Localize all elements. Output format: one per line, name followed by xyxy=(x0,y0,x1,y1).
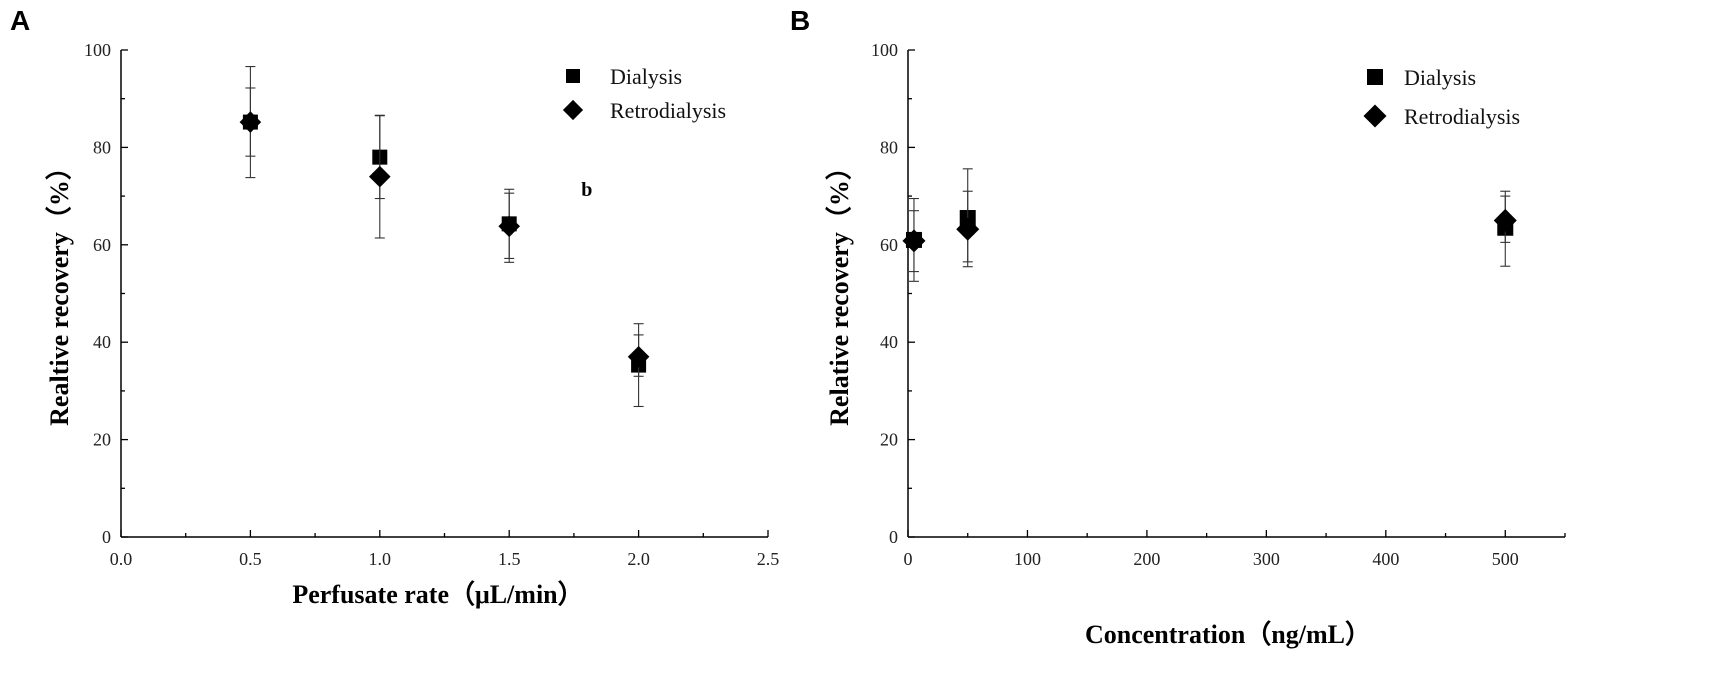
data-point-diamond xyxy=(956,217,980,241)
y-tick-label: 80 xyxy=(93,137,111,157)
x-axis-title: Concentration（ng/mL） xyxy=(1085,620,1371,649)
x-tick-label: 0 xyxy=(904,549,913,569)
y-tick-label: 0 xyxy=(889,527,898,547)
y-tick-label: 0 xyxy=(102,527,111,547)
series-dialysis xyxy=(242,66,647,408)
series-dialysis xyxy=(905,168,1514,282)
x-tick-label: 1.0 xyxy=(369,549,392,569)
data-point-diamond xyxy=(1493,208,1517,232)
legend-label: Retrodialysis xyxy=(1404,104,1520,129)
x-tick-label: 200 xyxy=(1133,549,1160,569)
x-axis-title: Perfusate rate（μL/min） xyxy=(292,580,583,609)
data-point-diamond xyxy=(902,229,926,253)
y-tick-label: 40 xyxy=(880,332,898,352)
x-tick-label: 1.5 xyxy=(498,549,521,569)
legend-label: Retrodialysis xyxy=(610,98,726,123)
series-retrodialysis xyxy=(239,87,650,377)
series-retrodialysis xyxy=(902,190,1517,273)
data-point-diamond xyxy=(369,165,391,188)
data-point-diamond xyxy=(498,215,520,238)
panel-label: B xyxy=(790,5,810,36)
data-point-diamond xyxy=(627,346,650,368)
x-tick-label: 2.0 xyxy=(627,549,650,569)
legend-marker-square xyxy=(566,69,580,83)
y-tick-label: 20 xyxy=(93,430,111,450)
y-axis-title: Relative recovery（%） xyxy=(825,154,854,426)
legend-marker-square xyxy=(1367,69,1383,85)
legend-marker-diamond xyxy=(1363,104,1387,128)
y-tick-label: 40 xyxy=(93,332,111,352)
legend-marker-diamond xyxy=(562,99,584,121)
y-axis-title: Realtive recovery（%） xyxy=(45,154,74,426)
annotation-text: b xyxy=(581,179,592,201)
y-tick-label: 100 xyxy=(871,40,898,60)
x-tick-label: 400 xyxy=(1372,549,1399,569)
x-tick-label: 100 xyxy=(1014,549,1041,569)
x-tick-label: 2.5 xyxy=(757,549,780,569)
y-tick-label: 80 xyxy=(880,137,898,157)
y-tick-label: 100 xyxy=(84,40,111,60)
x-tick-label: 0.5 xyxy=(239,549,262,569)
legend-label: Dialysis xyxy=(1404,65,1476,90)
y-tick-label: 20 xyxy=(880,430,898,450)
chart-panel-a: A 0 20 40 60 80 100 0.0 0.5 1.0 1.5 2.0 2.5 Perfusate… xyxy=(10,5,779,609)
x-tick-label: 500 xyxy=(1492,549,1519,569)
y-tick-label: 60 xyxy=(93,235,111,255)
panel-label: A xyxy=(10,5,30,36)
chart-panel-b: B 0 20 40 60 80 100 0 100 200 300 400 500 Concentrati… xyxy=(790,5,1566,649)
y-tick-label: 60 xyxy=(880,235,898,255)
data-point-diamond xyxy=(239,111,262,133)
x-tick-label: 0.0 xyxy=(110,549,133,569)
x-tick-label: 300 xyxy=(1253,549,1280,569)
legend-label: Dialysis xyxy=(610,64,682,89)
